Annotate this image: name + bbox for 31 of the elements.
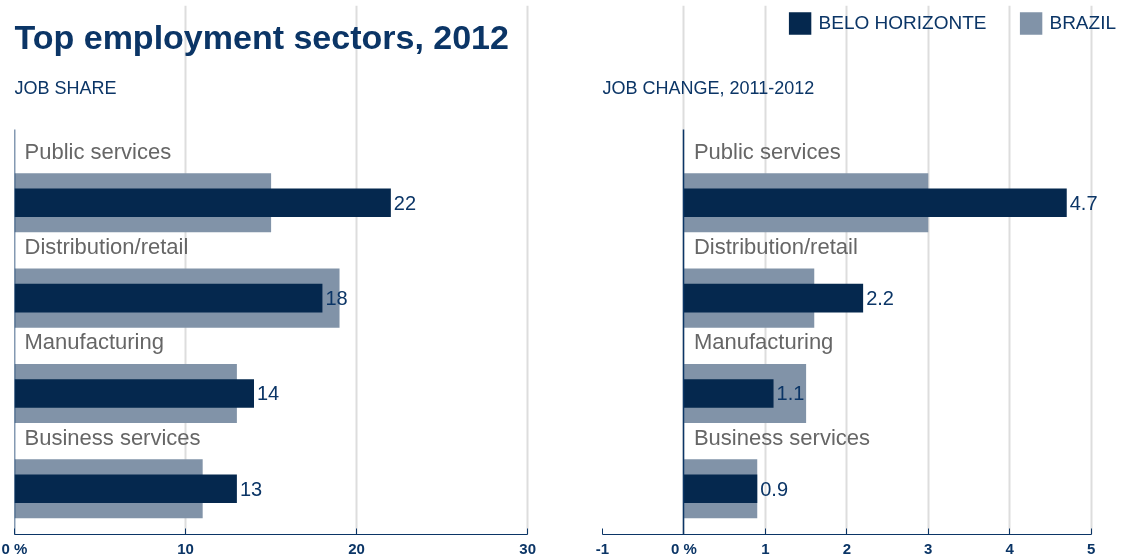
y-tick-label: Manufacturing: [693, 329, 834, 355]
data-label: 22: [393, 191, 417, 214]
data-label: 4.7: [1069, 191, 1098, 214]
data-label: 2.2: [866, 287, 894, 310]
chart-subtitle: JOB SHARE: [14, 78, 117, 99]
x-tick-label: 0 %: [671, 539, 697, 557]
x-tick-label: -1: [595, 539, 610, 557]
data-label: 13: [239, 477, 263, 500]
data-label: 14: [257, 382, 280, 405]
data-label: 0.9: [760, 477, 789, 500]
y-tick-label: Distribution/retail: [693, 234, 858, 260]
x-tick-label: 1: [761, 539, 770, 557]
y-tick-label: Public services: [24, 138, 172, 164]
x-tick-label: 30: [519, 539, 537, 557]
x-tick-label: 20: [348, 539, 365, 557]
y-tick-label: Business services: [693, 424, 871, 450]
x-tick-label: 2: [842, 539, 852, 557]
x-tick-label: 0 %: [1, 539, 28, 557]
legend-label: BRAZIL: [1049, 12, 1116, 34]
y-tick-label: Distribution/retail: [24, 234, 189, 260]
x-tick-label: 10: [177, 539, 194, 557]
y-tick-label: Business services: [24, 424, 201, 450]
legend-label: BELO HORIZONTE: [818, 12, 987, 34]
chart-title: Top employment sectors, 2012: [14, 17, 509, 56]
x-tick-label: 4: [1005, 539, 1015, 557]
y-tick-label: Manufacturing: [24, 329, 164, 355]
x-tick-label: 3: [924, 539, 933, 557]
chart-subtitle: JOB CHANGE, 2011-2012: [602, 78, 815, 99]
data-label: 1.1: [776, 382, 805, 405]
x-tick-label: 5: [1087, 539, 1096, 557]
y-tick-label: Public services: [693, 138, 841, 164]
